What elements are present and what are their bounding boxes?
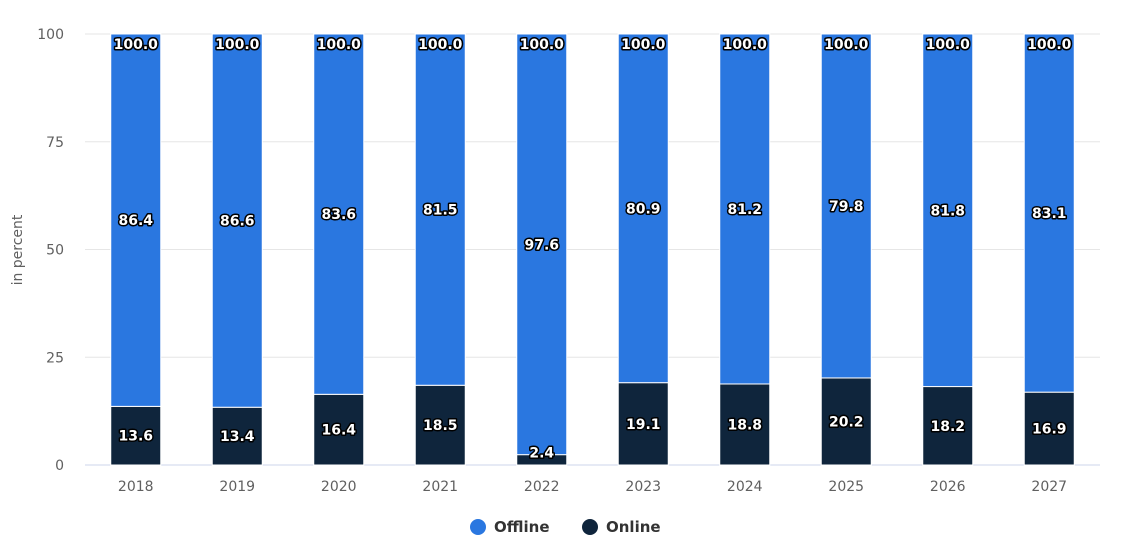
legend: Offline Online (470, 518, 661, 535)
bar-segment-offline (922, 33, 974, 388)
y-tick-label: 0 (55, 458, 64, 474)
data-label-offline: 81.5 (423, 203, 458, 219)
data-label-offline: 81.2 (727, 202, 762, 218)
y-axis-title: in percent (10, 214, 26, 285)
legend-item-online[interactable]: Online (582, 518, 661, 535)
total-label: 100.0 (114, 37, 159, 53)
y-axis-ticks: 0 25 50 75 100 (37, 27, 64, 474)
data-labels: 13.6 86.4 100.0 13.4 86.6 100.0 16.4 83.6 100.0 1… (112, 36, 1073, 464)
bar-segment-offline (820, 33, 872, 379)
x-tick-label: 2023 (625, 479, 661, 495)
x-tick-label: 2020 (321, 479, 357, 495)
x-axis-ticks: 2018 2019 2020 2021 2022 2023 2024 2025 2026 2027 (118, 479, 1067, 495)
data-label-online: 16.4 (321, 423, 356, 439)
data-label-online: 2.4 (529, 446, 554, 462)
data-label-offline: 86.4 (118, 213, 153, 229)
total-label: 100.0 (418, 37, 463, 53)
x-tick-label: 2018 (118, 479, 154, 495)
x-tick-label: 2022 (524, 479, 560, 495)
bar-segment-online (414, 384, 466, 466)
data-label-online: 16.9 (1032, 422, 1067, 438)
data-label-offline: 80.9 (626, 201, 661, 217)
legend-item-offline[interactable]: Offline (470, 518, 550, 535)
y-tick-label: 50 (46, 243, 64, 259)
legend-label: Online (606, 518, 661, 535)
total-label: 100.0 (215, 37, 260, 53)
bar-segment-online (922, 386, 974, 466)
bar-segment-online (719, 383, 771, 466)
bar-segment-offline (516, 33, 568, 456)
x-tick-label: 2027 (1031, 479, 1067, 495)
legend-marker-online (582, 519, 598, 535)
x-tick-label: 2026 (930, 479, 966, 495)
bar-segment-offline (211, 33, 263, 408)
legend-marker-offline (470, 519, 486, 535)
data-label-online: 18.8 (727, 417, 762, 433)
data-label-online: 18.5 (423, 418, 458, 434)
data-label-offline: 81.8 (930, 203, 965, 219)
total-label: 100.0 (621, 37, 666, 53)
y-tick-label: 25 (46, 350, 64, 366)
bar-segment-offline (414, 33, 466, 386)
total-label: 100.0 (723, 37, 768, 53)
data-label-online: 18.2 (930, 419, 965, 435)
y-tick-label: 100 (37, 27, 64, 43)
data-label-offline: 83.6 (321, 207, 356, 223)
bar-segment-offline (719, 33, 771, 385)
y-tick-label: 75 (46, 135, 64, 151)
data-label-offline: 83.1 (1032, 206, 1067, 222)
data-label-online: 20.2 (829, 414, 864, 430)
bar-segment-offline (617, 33, 669, 384)
total-label: 100.0 (317, 37, 362, 53)
data-label-offline: 86.6 (220, 214, 255, 230)
bars (110, 33, 1075, 466)
data-label-offline: 97.6 (524, 237, 559, 253)
data-label-online: 13.6 (118, 429, 153, 445)
total-label: 100.0 (926, 37, 971, 53)
bar-segment-offline (1023, 33, 1075, 393)
bar-segment-online (820, 377, 872, 466)
x-tick-label: 2024 (727, 479, 763, 495)
x-tick-label: 2019 (219, 479, 255, 495)
x-tick-label: 2021 (422, 479, 458, 495)
data-label-online: 13.4 (220, 429, 255, 445)
bar-segment-online (617, 382, 669, 466)
bar-segment-offline (110, 33, 162, 407)
bar-segment-online (110, 405, 162, 466)
bar-segment-offline (313, 33, 365, 395)
total-label: 100.0 (520, 37, 565, 53)
data-label-online: 19.1 (626, 417, 661, 433)
x-tick-label: 2025 (828, 479, 864, 495)
legend-label: Offline (494, 518, 550, 535)
total-label: 100.0 (1027, 37, 1072, 53)
total-label: 100.0 (824, 37, 869, 53)
data-label-offline: 79.8 (829, 199, 864, 215)
